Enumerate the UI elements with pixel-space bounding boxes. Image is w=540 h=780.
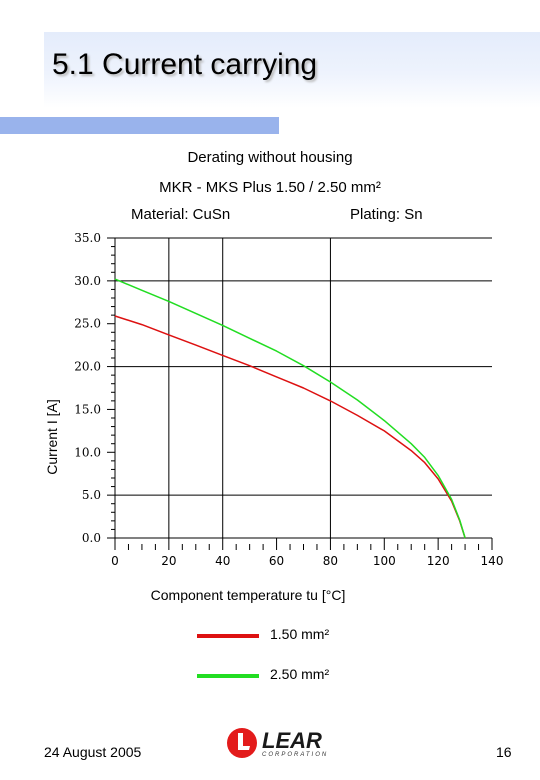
y-tick-label: 35.0 [74,231,101,245]
lear-logo-text: LEAR [262,728,322,753]
x-tick-label: 40 [215,554,230,568]
x-axis-label: Component temperature tu [°C] [151,587,346,603]
x-tick-label: 140 [481,554,504,568]
y-tick-label: 10.0 [74,445,101,459]
material-label: Material: CuSn [131,206,231,223]
legend-swatch-green [197,674,259,678]
lear-logo-mark [227,728,257,758]
x-tick-label: 20 [161,554,176,568]
y-axis-label: Current I [A] [44,399,60,474]
footer-date: 24 August 2005 [44,744,142,760]
legend-swatch-red [197,634,259,638]
y-tick-label: 20.0 [74,360,101,374]
legend-label-2-50: 2.50 mm² [270,666,330,682]
series-line-2 [114,278,466,539]
title-band [44,32,540,108]
chart-heading: Derating without housing [187,149,353,166]
page-number: 16 [496,744,512,760]
x-tick-label: 60 [269,554,284,568]
y-tick-label: 0.0 [82,531,101,545]
x-tick-label: 0 [111,554,119,568]
y-tick-label: 5.0 [82,488,101,502]
accent-bar [0,117,279,134]
chart-subheading: MKR - MKS Plus 1.50 / 2.50 mm² [159,179,381,196]
lear-logo: LEAR CORPORATION [226,724,350,762]
x-tick-label: 100 [373,554,396,568]
y-tick-label: 15.0 [74,402,101,416]
y-tick-label: 25.0 [74,317,101,331]
derating-chart: 0.0 5.0 10.0 15.0 20.0 25.0 30.0 35.0 0 20 40 60 80 1… [44,231,504,603]
series-line-1 [114,315,466,539]
legend-label-1-50: 1.50 mm² [270,626,330,642]
x-tick-label: 80 [323,554,338,568]
x-tick-label: 120 [427,554,450,568]
lear-logo-subtext: CORPORATION [262,752,329,758]
plating-label: Plating: Sn [350,206,423,223]
slide-title: 5.1 Current carrying [52,48,318,81]
y-tick-label: 30.0 [74,274,101,288]
